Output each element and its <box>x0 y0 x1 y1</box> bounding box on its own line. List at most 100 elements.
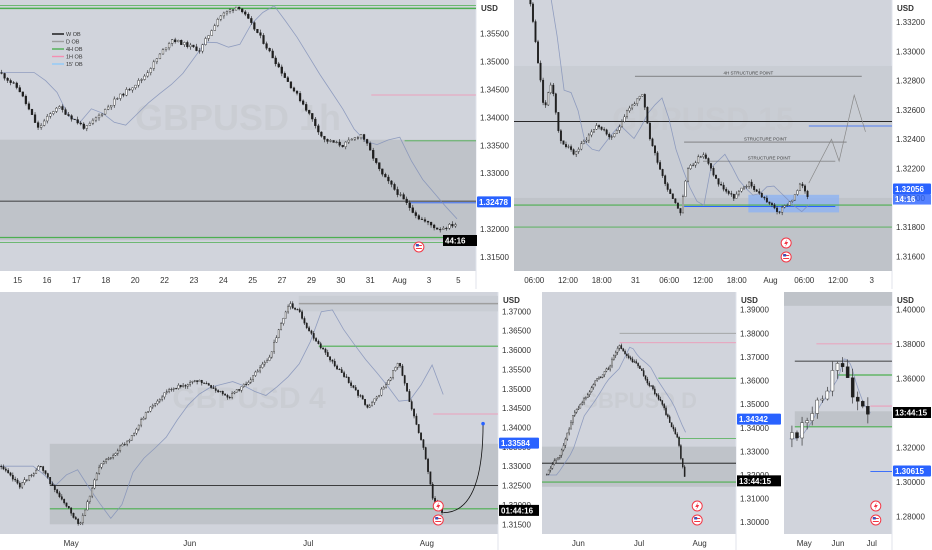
price-axis[interactable] <box>892 0 932 289</box>
candle-body <box>58 492 61 497</box>
chart-panel-1h[interactable]: GBPUSD 1h 1.35500 1.35000 1.34500 1.34000 1.3… <box>0 0 512 289</box>
price-tick-label: 1.33500 <box>480 141 509 150</box>
candle-body <box>531 3 534 22</box>
chart-15m-svg[interactable]: GBPUSD 15 1.33200 1.33000 1.32800 1.32600 1.3… <box>514 0 932 289</box>
time-tick-label: Aug <box>763 276 777 285</box>
candle-body <box>107 106 110 110</box>
candle-body <box>333 361 336 367</box>
candle-body <box>16 479 19 484</box>
chart-panel-daily[interactable]: GBPUSD D 1.39000 1.38000 1.37000 1.36000 1.35… <box>542 292 782 550</box>
currency-label[interactable]: USD <box>503 296 520 305</box>
candle-body <box>15 82 18 88</box>
candle-body <box>91 119 95 124</box>
currency-label[interactable]: USD <box>897 4 914 13</box>
chart-panel-weekly[interactable]: 1.400001.380001.360001.340001.320001.300… <box>784 292 932 550</box>
candle-body <box>448 223 451 229</box>
chart-panel-4h[interactable]: GBPUSD 4 1.37000 1.36500 1.36000 1.35500 1.35… <box>0 292 540 550</box>
us-flag-event-icon[interactable] <box>432 514 444 526</box>
candle-body <box>866 406 870 415</box>
chart-4h-svg[interactable]: GBPUSD 4 1.37000 1.36500 1.36000 1.35500 1.35… <box>0 292 540 550</box>
candle-body <box>40 125 43 128</box>
price-tick-label: 1.35500 <box>502 365 531 374</box>
candle-body <box>42 466 45 471</box>
candle-body <box>55 107 58 112</box>
candle-body <box>373 398 376 403</box>
candle-body <box>562 140 565 145</box>
candle-body <box>763 196 766 199</box>
order-block-zone <box>514 65 892 198</box>
candle-body <box>564 438 567 446</box>
candle-body <box>798 183 801 191</box>
currency-label[interactable]: USD <box>741 296 758 305</box>
time-tick-label: 29 <box>307 276 316 285</box>
candle-body <box>559 454 561 458</box>
price-axis[interactable] <box>476 0 512 289</box>
candle-body <box>629 357 632 360</box>
candle-body <box>585 397 587 399</box>
candle-body <box>534 21 537 42</box>
lightning-event-icon[interactable] <box>432 500 444 512</box>
candle-body <box>547 92 550 106</box>
candle-body <box>577 407 580 410</box>
lightning-event-icon[interactable] <box>691 500 703 512</box>
candle-body <box>587 134 590 141</box>
candle-body <box>755 189 758 192</box>
time-axis[interactable] <box>542 534 736 550</box>
candle-body <box>639 365 641 369</box>
chart-panel-15m[interactable]: GBPUSD 15 1.33200 1.33000 1.32800 1.32600 1.3… <box>514 0 932 289</box>
us-flag-event-icon[interactable] <box>691 514 703 526</box>
us-flag-event-icon[interactable] <box>780 251 792 263</box>
time-tick-label: Aug <box>693 539 707 548</box>
candle-body <box>340 369 343 373</box>
us-flag-event-icon[interactable] <box>870 514 882 526</box>
candle-body <box>147 411 150 413</box>
us-flag-event-icon[interactable] <box>413 241 425 253</box>
candle-body <box>177 40 180 43</box>
lightning-event-icon[interactable] <box>780 237 792 249</box>
currency-label[interactable]: USD <box>481 4 498 13</box>
time-axis[interactable] <box>784 534 892 550</box>
time-axis[interactable] <box>0 271 476 289</box>
candle-body <box>835 363 840 371</box>
chart-1h-svg[interactable]: GBPUSD 1h 1.35500 1.35000 1.34500 1.34000 1.3… <box>0 0 512 289</box>
candle-body <box>359 134 363 139</box>
candle-body <box>98 466 101 474</box>
candle-body <box>350 382 352 386</box>
price-tick-label: 1.35000 <box>480 57 509 66</box>
candle-body <box>216 19 219 26</box>
candle-body <box>674 428 677 435</box>
candle-body <box>549 84 552 93</box>
candle-body <box>800 422 804 439</box>
time-axis[interactable] <box>0 534 498 550</box>
candle-body <box>590 387 593 393</box>
time-axis[interactable] <box>514 271 892 289</box>
candle-body <box>431 483 434 499</box>
price-tick-label: 1.36000 <box>896 374 925 383</box>
candle-body <box>436 227 439 230</box>
candle-body <box>268 356 271 361</box>
price-axis[interactable] <box>892 292 932 550</box>
candle-body <box>618 126 621 131</box>
lightning-event-icon[interactable] <box>870 500 882 512</box>
candle-body <box>203 382 206 384</box>
candle-body <box>179 384 182 388</box>
candle-body <box>289 81 293 89</box>
candle-body <box>100 113 104 116</box>
candle-body <box>25 479 28 481</box>
currency-label[interactable]: USD <box>897 296 914 305</box>
candle-body <box>329 140 332 142</box>
price-tick-label: 1.34500 <box>480 85 509 94</box>
candle-body <box>434 498 436 502</box>
candle-body <box>268 47 271 52</box>
chart-weekly-svg[interactable]: 1.400001.380001.360001.340001.320001.300… <box>784 292 932 550</box>
candle-body <box>760 192 763 198</box>
chart-daily-svg[interactable]: GBPUSD D 1.39000 1.38000 1.37000 1.36000 1.35… <box>542 292 782 550</box>
candle-body <box>131 87 134 91</box>
candle-body <box>380 388 383 396</box>
current-price-label: 1.32478 <box>479 198 508 207</box>
candle-body <box>611 359 613 367</box>
candle-body <box>753 186 756 191</box>
projection-path <box>808 93 866 184</box>
candle-body <box>537 41 539 64</box>
candle-body <box>198 50 201 52</box>
